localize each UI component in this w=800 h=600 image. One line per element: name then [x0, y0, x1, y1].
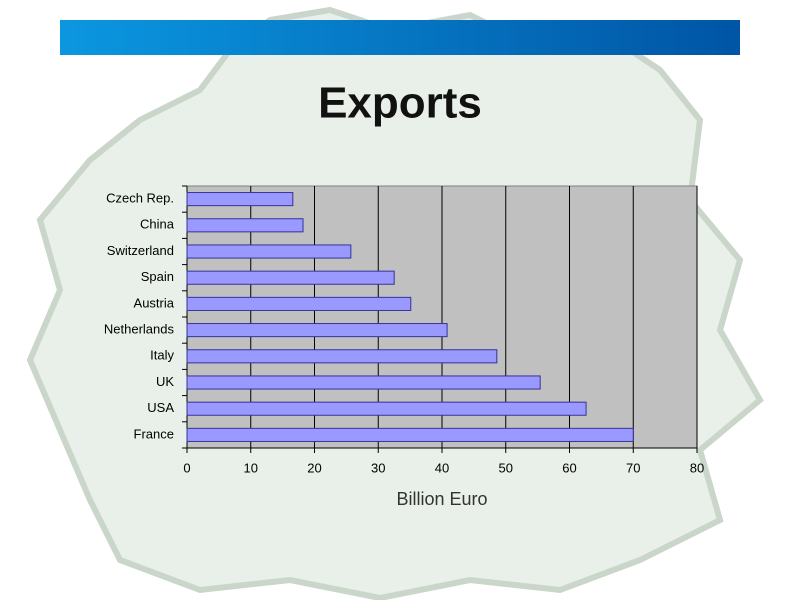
bar	[186, 218, 304, 233]
y-tick-label: Austria	[134, 295, 175, 310]
header-bar	[60, 20, 740, 55]
y-tick-label: Italy	[150, 348, 174, 363]
y-tick-label: Switzerland	[107, 243, 174, 258]
y-tick-label: Netherlands	[104, 322, 175, 337]
x-axis-title: Billion Euro	[396, 489, 487, 509]
bar	[186, 296, 412, 311]
chart-title: Exports	[318, 79, 482, 128]
x-tick-label: 10	[244, 460, 258, 475]
bar	[186, 427, 634, 442]
x-tick-label: 40	[435, 460, 449, 475]
x-tick-label: 60	[562, 460, 576, 475]
x-tick-label: 50	[499, 460, 513, 475]
y-tick-label: Czech Rep.	[106, 191, 174, 206]
x-tick-label: 70	[626, 460, 640, 475]
bar	[186, 270, 395, 285]
bars	[186, 192, 634, 442]
bar	[186, 244, 352, 259]
bar	[186, 375, 541, 390]
x-tick-label: 20	[307, 460, 321, 475]
x-tick-label: 80	[690, 460, 704, 475]
y-tick-label: USA	[147, 400, 174, 415]
x-tick-label: 30	[371, 460, 385, 475]
bar	[186, 323, 448, 338]
y-tick-label: China	[140, 217, 175, 232]
y-tick-label: UK	[156, 374, 174, 389]
labels: 0 10 20 30 40 50 60 70 80 Czech Rep. China Switzerl…	[104, 191, 704, 476]
bar	[186, 349, 498, 364]
bar	[186, 401, 587, 416]
bar	[186, 192, 294, 207]
y-tick-label: France	[134, 426, 174, 441]
y-tick-label: Spain	[141, 269, 174, 284]
x-tick-label: 0	[183, 460, 190, 475]
